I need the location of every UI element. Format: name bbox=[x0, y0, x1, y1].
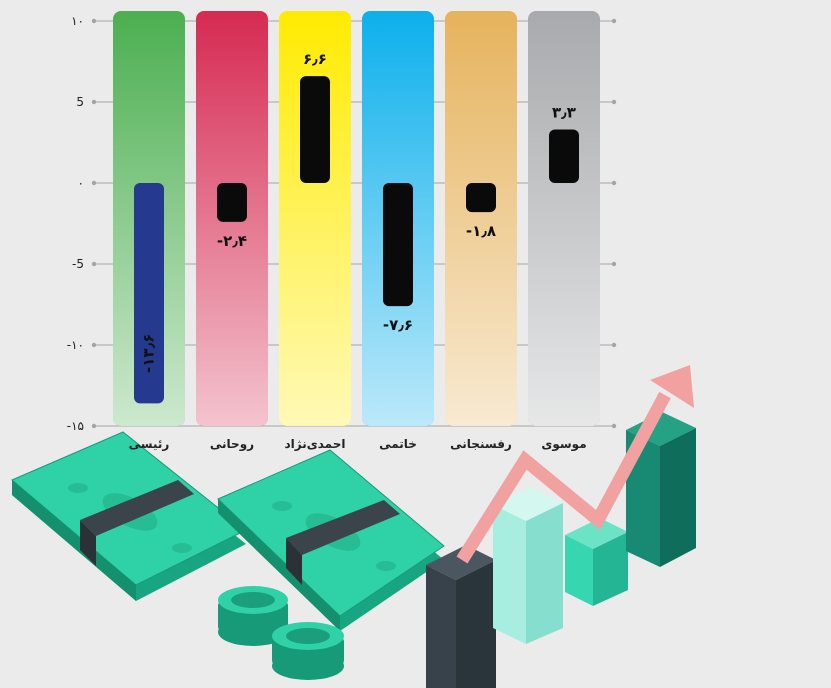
value-label: -۱۳٫۶ bbox=[140, 334, 158, 373]
money-stack-icon bbox=[11, 431, 247, 601]
gridline-dot bbox=[611, 423, 617, 429]
gridline-dot bbox=[611, 342, 617, 348]
value-bar bbox=[383, 183, 413, 307]
finance-illustration bbox=[11, 365, 696, 688]
category-column-fade bbox=[445, 11, 517, 426]
value-bar bbox=[217, 183, 247, 222]
gridline-dot bbox=[91, 99, 97, 105]
money-stack-icon bbox=[217, 449, 445, 631]
y-tick-label: 5 bbox=[76, 95, 84, 109]
value-bar bbox=[466, 183, 496, 213]
value-label: ۶٫۶ bbox=[303, 50, 327, 68]
gridline-dot bbox=[91, 342, 97, 348]
y-tick-label: -۱۰ bbox=[67, 338, 84, 352]
trend-arrow-icon bbox=[456, 365, 694, 564]
category-label: موسوی bbox=[541, 437, 586, 452]
value-label: -۱٫۸ bbox=[466, 222, 496, 240]
y-tick-label: ۱۰ bbox=[71, 14, 84, 28]
value-bar bbox=[300, 76, 330, 183]
y-tick-label: -5 bbox=[72, 257, 84, 271]
gridline-dot bbox=[91, 180, 97, 186]
bar-chart: ۱۰ 5 ۰ -5 -۱۰ -۱۵ -۱۳٫۶ رئیسی -۲٫۴ روحانی ۶٫۶ احمدی… bbox=[67, 11, 617, 452]
y-tick-label: -۱۵ bbox=[67, 419, 84, 433]
gridline-dot bbox=[91, 18, 97, 24]
category-label: رفسنجانی bbox=[450, 437, 512, 451]
gridline-dot bbox=[611, 261, 617, 267]
gridline-dot bbox=[91, 261, 97, 267]
gridline-dot bbox=[91, 423, 97, 429]
value-label: ۳٫۳ bbox=[552, 104, 576, 122]
value-bar bbox=[134, 183, 164, 404]
category-label: احمدی‌نژاد bbox=[285, 437, 346, 451]
value-label: -۲٫۴ bbox=[217, 232, 247, 250]
value-label: -۷٫۶ bbox=[383, 316, 413, 334]
category-label: رئیسی bbox=[129, 437, 170, 451]
gridline-dot bbox=[611, 99, 617, 105]
gridline-dot bbox=[611, 180, 617, 186]
category-column-fade bbox=[528, 11, 600, 426]
y-tick-label: ۰ bbox=[78, 176, 84, 190]
value-bar bbox=[549, 129, 579, 183]
category-label: خاتمی bbox=[379, 437, 417, 451]
category-label: روحانی bbox=[210, 437, 254, 452]
coin-stack-icon bbox=[218, 586, 344, 680]
bar-chart-icon bbox=[426, 412, 696, 688]
gridline-dot bbox=[611, 18, 617, 24]
category-column-fade bbox=[279, 11, 351, 426]
